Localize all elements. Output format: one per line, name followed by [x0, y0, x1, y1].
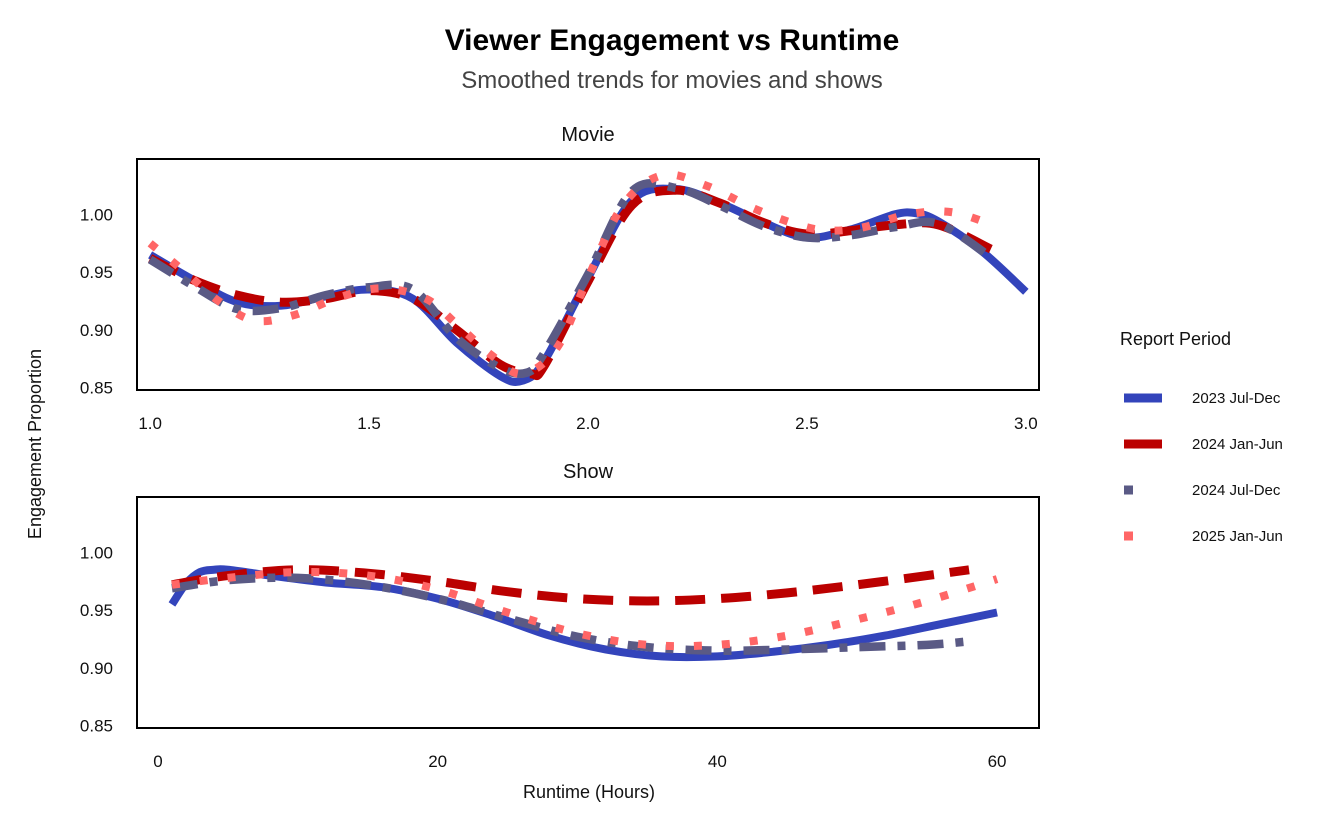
- legend-item-2025-jan-jun: 2025 Jan-Jun: [1124, 528, 1283, 545]
- y-tick-label: 0.90: [80, 659, 113, 678]
- panel-show-frame: [136, 496, 1040, 729]
- panel-movie-series: [147, 170, 1029, 387]
- chart-title: Viewer Engagement vs Runtime: [445, 24, 900, 57]
- series-line-movie-2024-jan-jun: [148, 185, 993, 381]
- series-line-movie-2025-jan-jun: [147, 170, 997, 378]
- x-tick-label: 2.0: [576, 414, 600, 433]
- legend-items: 2023 Jul-Dec 2024 Jan-Jun 2024 Jul-Dec 2025…: [1124, 390, 1283, 545]
- x-tick-label: 2.5: [795, 414, 819, 433]
- y-tick-label: 0.85: [80, 379, 113, 398]
- legend-label-2024-jul-dec: 2024 Jul-Dec: [1192, 482, 1281, 499]
- facet-title-show: Show: [563, 461, 614, 483]
- y-tick-label: 1.00: [80, 543, 113, 562]
- panel-movie-frame: [136, 158, 1040, 391]
- panel-movie-y-ticks: 0.85 0.90 0.95 1.00: [80, 205, 113, 397]
- legend-title: Report Period: [1120, 329, 1231, 349]
- chart-subtitle: Smoothed trends for movies and shows: [461, 67, 883, 94]
- panel-show-y-ticks: 0.85 0.90 0.95 1.00: [80, 543, 113, 735]
- legend-label-2024-jan-jun: 2024 Jan-Jun: [1192, 436, 1283, 453]
- x-tick-label: 1.5: [357, 414, 381, 433]
- x-axis-title: Runtime (Hours): [523, 782, 655, 802]
- series-line-movie-2024-jul-dec: [147, 179, 994, 379]
- x-tick-label: 1.0: [138, 414, 162, 433]
- y-tick-label: 0.85: [80, 717, 113, 736]
- legend-label-2023-jul-dec: 2023 Jul-Dec: [1192, 390, 1281, 407]
- panel-show: Show 0.85 0.90 0.95 1.00 0 20 40 60: [80, 461, 1040, 771]
- legend-item-2023-jul-dec: 2023 Jul-Dec: [1124, 390, 1281, 407]
- panel-show-series: [168, 565, 999, 662]
- series-line-show-2023-jul-dec: [168, 565, 998, 662]
- x-tick-label: 60: [988, 752, 1007, 771]
- panel-show-x-ticks: 0 20 40 60: [153, 752, 1006, 771]
- y-tick-label: 1.00: [80, 205, 113, 224]
- series-line-show-2024-jul-dec: [171, 573, 970, 655]
- y-tick-label: 0.95: [80, 263, 113, 282]
- panel-movie-x-ticks: 1.0 1.5 2.0 2.5 3.0: [138, 414, 1037, 433]
- legend-item-2024-jan-jun: 2024 Jan-Jun: [1124, 436, 1283, 453]
- x-tick-label: 40: [708, 752, 727, 771]
- panel-movie: Movie 0.85 0.90 0.95 1.00 1.0 1.5 2.0 2.5 3.0: [80, 124, 1040, 433]
- x-tick-label: 3.0: [1014, 414, 1038, 433]
- legend-label-2025-jan-jun: 2025 Jan-Jun: [1192, 528, 1283, 545]
- legend-item-2024-jul-dec: 2024 Jul-Dec: [1124, 482, 1281, 499]
- x-tick-label: 0: [153, 752, 162, 771]
- x-tick-label: 20: [428, 752, 447, 771]
- y-tick-label: 0.95: [80, 601, 113, 620]
- facet-title-movie: Movie: [561, 124, 614, 146]
- y-axis-title: Engagement Proportion: [25, 349, 45, 539]
- y-tick-label: 0.90: [80, 321, 113, 340]
